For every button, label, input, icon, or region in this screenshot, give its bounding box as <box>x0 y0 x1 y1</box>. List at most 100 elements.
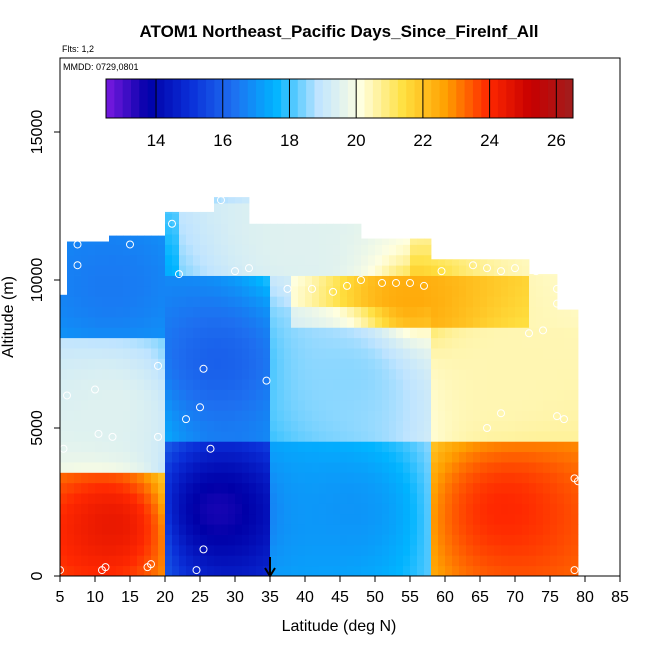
colorbar-swatch <box>214 79 224 118</box>
heatmap-cell <box>438 348 446 359</box>
heatmap-cell <box>249 358 257 370</box>
heatmap-cell <box>403 441 411 453</box>
heatmap-cell <box>88 358 96 370</box>
heatmap-cell <box>403 534 411 546</box>
heatmap-cell <box>207 337 215 349</box>
heatmap-cell <box>410 482 418 494</box>
heatmap-cell <box>193 368 201 380</box>
heatmap-cell <box>312 368 320 380</box>
heatmap-cell <box>459 358 467 370</box>
heatmap-cell <box>95 534 103 546</box>
heatmap-cell <box>333 254 341 266</box>
heatmap-cell <box>165 482 173 494</box>
heatmap-cell <box>123 513 131 525</box>
colorbar-swatch <box>389 79 399 118</box>
heatmap-cell <box>494 534 502 546</box>
heatmap-cell <box>550 513 558 525</box>
heatmap-cell <box>235 275 243 287</box>
heatmap-cell <box>564 337 572 349</box>
heatmap-cell <box>270 379 278 390</box>
heatmap-cell <box>256 513 264 525</box>
heatmap-cell <box>214 244 222 256</box>
heatmap-cell <box>242 379 250 390</box>
heatmap-cell <box>529 285 537 297</box>
heatmap-cell <box>480 544 488 556</box>
heatmap-cell <box>389 503 397 515</box>
heatmap-cell <box>249 524 257 535</box>
sample-point <box>196 403 204 412</box>
heatmap-cell <box>361 544 369 556</box>
heatmap-cell <box>130 379 138 390</box>
heatmap-cell <box>305 503 313 515</box>
heatmap-cell <box>333 420 341 432</box>
heatmap-cell <box>522 368 530 380</box>
heatmap-cell <box>522 296 530 308</box>
heatmap-cell <box>151 285 159 297</box>
heatmap-cell <box>459 306 467 318</box>
heatmap-cell <box>403 265 411 276</box>
heatmap-cell <box>102 348 110 359</box>
heatmap-cell <box>557 503 565 515</box>
heatmap-cell <box>508 534 516 546</box>
heatmap-cell <box>417 389 425 401</box>
heatmap-cell <box>403 544 411 556</box>
heatmap-cell <box>291 285 299 297</box>
heatmap-cell <box>256 223 264 235</box>
heatmap-cell <box>557 462 565 473</box>
heatmap-cell <box>305 534 313 546</box>
heatmap-cell <box>277 503 285 515</box>
heatmap-cell <box>347 285 355 297</box>
heatmap-cell <box>508 524 516 535</box>
sample-point <box>497 409 505 418</box>
heatmap-cell <box>543 389 551 401</box>
heatmap-cell <box>193 513 201 525</box>
heatmap-cell <box>221 296 229 308</box>
heatmap-cell <box>564 544 572 556</box>
heatmap-cell <box>487 259 495 266</box>
heatmap-cell <box>256 379 264 390</box>
heatmap-cell <box>522 503 530 515</box>
heatmap-cell <box>130 265 138 276</box>
heatmap-cell <box>487 275 495 287</box>
heatmap-cell <box>312 234 320 245</box>
heatmap-cell <box>571 462 579 473</box>
heatmap-cell <box>284 265 292 276</box>
heatmap-cell <box>361 493 369 504</box>
colorbar-swatch <box>456 79 466 118</box>
heatmap-cell <box>179 223 187 235</box>
heatmap-cell <box>200 234 208 245</box>
heatmap-cell <box>102 275 110 287</box>
heatmap-cell <box>501 306 509 318</box>
heatmap-cell <box>193 544 201 556</box>
heatmap-cell <box>95 244 103 256</box>
sample-point <box>73 240 82 249</box>
heatmap-cell <box>277 275 285 287</box>
heatmap-cell <box>522 472 530 484</box>
heatmap-cell <box>473 503 481 515</box>
heatmap-cell <box>214 482 222 494</box>
heatmap-cell <box>312 317 320 328</box>
heatmap-cell <box>480 389 488 401</box>
heatmap-cell <box>67 410 75 421</box>
heatmap-cell <box>221 482 229 494</box>
heatmap-cell <box>382 306 390 318</box>
heatmap-cell <box>60 399 68 411</box>
heatmap-cell <box>130 420 138 432</box>
heatmap-cell <box>340 254 348 266</box>
heatmap-cell <box>214 306 222 318</box>
heatmap-cell <box>228 327 236 339</box>
heatmap-cell <box>144 285 152 297</box>
x-tick-label: 80 <box>576 589 594 606</box>
heatmap-cell <box>396 306 404 318</box>
heatmap-cell <box>144 534 152 546</box>
heatmap-cell <box>298 265 306 276</box>
heatmap-cell <box>298 503 306 515</box>
heatmap-cell <box>543 358 551 370</box>
heatmap-cell <box>501 348 509 359</box>
heatmap-cell <box>284 399 292 411</box>
heatmap-cell <box>396 327 404 339</box>
heatmap-cell <box>340 306 348 318</box>
heatmap-cell <box>333 296 341 308</box>
heatmap-cell <box>417 399 425 411</box>
heatmap-cell <box>417 493 425 504</box>
